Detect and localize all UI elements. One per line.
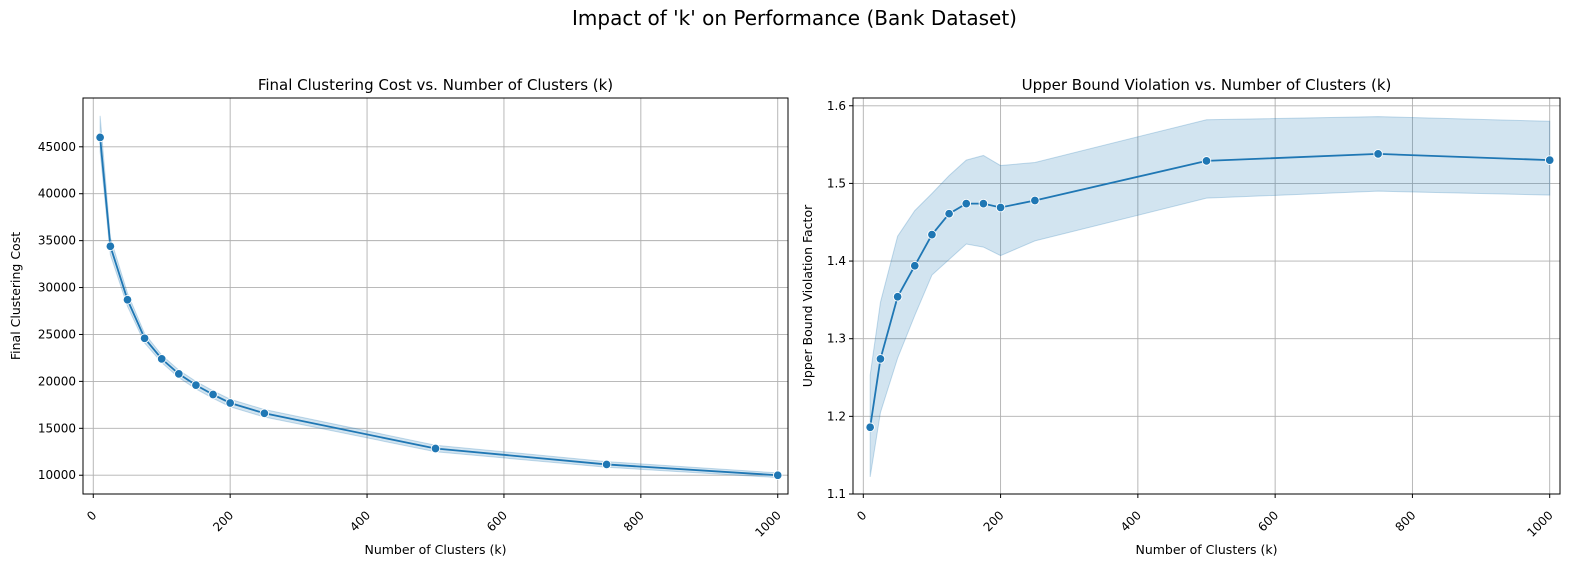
- violation-y-axis-label: Upper Bound Violation Factor: [800, 204, 815, 387]
- confidence-band: [99, 115, 779, 479]
- data-point: [875, 354, 886, 364]
- x-tick-label: 400: [1118, 508, 1144, 534]
- data-point: [944, 208, 954, 219]
- series-line: [99, 137, 778, 477]
- x-tick-label: 1000: [1524, 508, 1555, 539]
- x-tick-label: 0: [84, 508, 99, 523]
- violation-axes-frame: [852, 97, 1561, 495]
- cost-chart: 0 200 400 600 800 1000 10000 15000 20000 25000 300…: [8, 76, 789, 557]
- data-point: [259, 408, 270, 419]
- data-point: [1544, 155, 1555, 165]
- x-tick-label: 800: [1392, 508, 1418, 534]
- x-tick-label: 400: [347, 508, 373, 534]
- x-tick-label: 1000: [752, 508, 783, 539]
- cost-grid: [83, 98, 788, 494]
- data-point: [156, 354, 167, 364]
- cost-chart-title: Final Clustering Cost vs. Number of Clus…: [258, 76, 613, 94]
- y-tick-label: 1.1: [827, 487, 846, 501]
- y-tick-label: 1.5: [827, 176, 846, 190]
- data-point: [865, 422, 875, 432]
- data-point: [601, 459, 612, 470]
- data-point: [1030, 195, 1040, 206]
- violation-x-axis-label: Number of Clusters (k): [1135, 542, 1277, 557]
- data-point: [910, 260, 920, 271]
- y-tick-label: 15000: [38, 421, 76, 435]
- violation-chart-title: Upper Bound Violation vs. Number of Clus…: [1022, 76, 1392, 94]
- data-point: [995, 202, 1006, 213]
- y-tick-label: 30000: [38, 281, 76, 295]
- figure-suptitle: Impact of 'k' on Performance (Bank Datas…: [572, 6, 1017, 30]
- data-point: [1373, 149, 1383, 159]
- data-point: [174, 369, 184, 379]
- data-point: [208, 389, 218, 400]
- data-point: [892, 292, 903, 302]
- x-tick-label: 200: [981, 508, 1007, 534]
- x-tick-label: 600: [484, 508, 510, 534]
- data-point: [95, 132, 105, 143]
- x-tick-label: 600: [1255, 508, 1281, 534]
- y-tick-label: 45000: [38, 140, 76, 154]
- data-point: [772, 470, 783, 480]
- cost-axes-frame: [82, 97, 789, 495]
- data-point: [430, 443, 441, 454]
- cost-x-axis-label: Number of Clusters (k): [364, 542, 506, 557]
- confidence-band: [869, 116, 1551, 477]
- y-tick-label: 35000: [38, 234, 76, 248]
- violation-chart: 0 200 400 600 800 1000 1.1 1.2 1.3 1.4 1.5 1.6 Upper…: [800, 76, 1561, 557]
- y-tick-label: 25000: [38, 327, 76, 341]
- data-point: [1201, 156, 1212, 166]
- x-tick-label: 0: [854, 508, 869, 523]
- data-point: [105, 241, 116, 252]
- data-point: [927, 229, 937, 240]
- data-point: [139, 333, 150, 343]
- data-point: [225, 398, 235, 408]
- y-tick-label: 1.6: [827, 99, 846, 113]
- x-tick-label: 800: [621, 508, 647, 534]
- cost-y-axis-label: Final Clustering Cost: [8, 232, 23, 360]
- x-tick-label: 200: [210, 508, 236, 534]
- y-tick-label: 20000: [38, 374, 76, 388]
- y-tick-label: 1.2: [827, 409, 846, 423]
- data-point: [978, 198, 989, 209]
- y-tick-label: 40000: [38, 187, 76, 201]
- data-point: [961, 198, 972, 209]
- data-point: [191, 380, 201, 390]
- y-tick-label: 1.4: [827, 254, 846, 268]
- data-point: [122, 295, 133, 305]
- y-tick-label: 10000: [38, 468, 76, 482]
- y-tick-label: 1.3: [827, 332, 846, 346]
